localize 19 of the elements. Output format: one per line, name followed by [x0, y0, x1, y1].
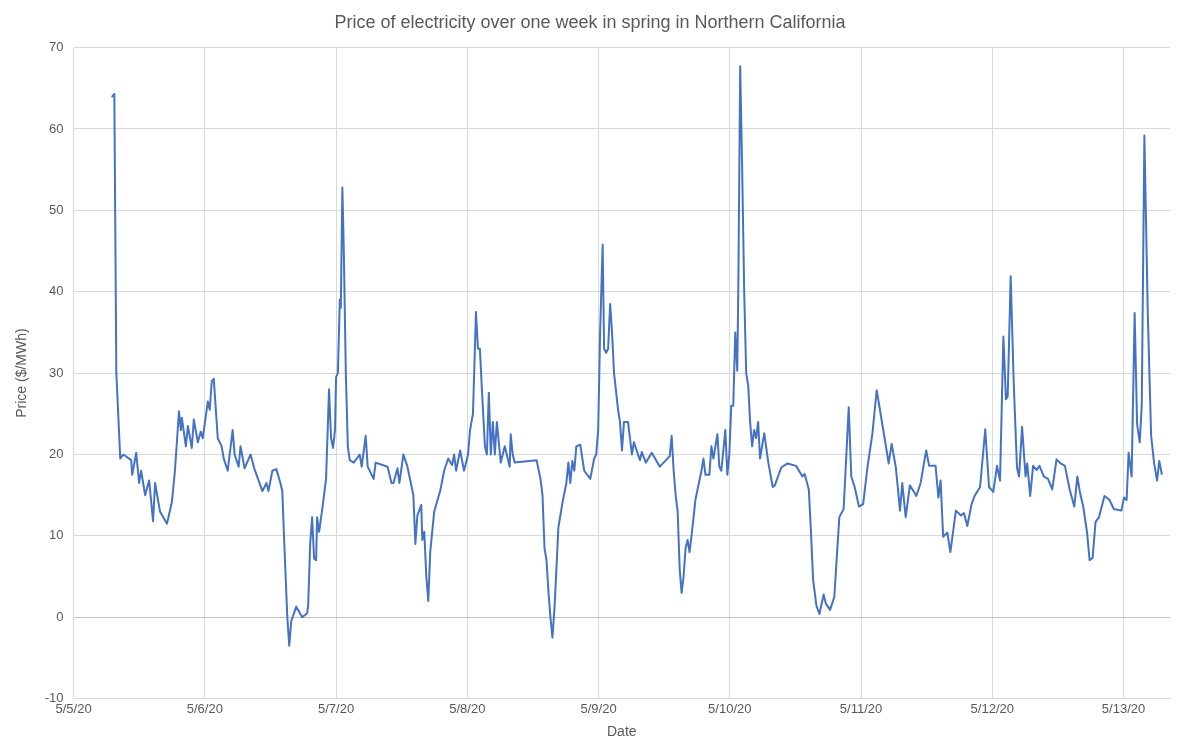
y-tick-label: 30: [49, 364, 64, 380]
y-tick-label: 50: [49, 201, 64, 217]
y-axis-title: Price ($/MWh): [13, 328, 30, 418]
x-tick-label: 5/12/20: [970, 700, 1014, 716]
x-tick-label: 5/11/20: [839, 700, 883, 716]
x-tick-label: 5/10/20: [708, 700, 752, 716]
x-axis-title: Date: [607, 723, 637, 740]
x-tick-label: 5/8/20: [449, 700, 486, 716]
x-tick-label: 5/6/20: [186, 700, 223, 716]
x-tick-label: 5/7/20: [317, 700, 355, 716]
y-tick-label: 70: [49, 39, 64, 55]
chart-title: Price of electricity over one week in spring in Northern California: [334, 11, 847, 32]
x-tick-label: 5/9/20: [580, 700, 617, 716]
y-tick-label: 0: [56, 608, 64, 624]
y-tick-label: 40: [49, 283, 64, 299]
y-tick-label: 20: [49, 446, 64, 462]
y-tick-label: 10: [49, 527, 64, 543]
y-tick-label: 60: [49, 120, 64, 136]
x-tick-label: 5/13/20: [1101, 700, 1146, 716]
